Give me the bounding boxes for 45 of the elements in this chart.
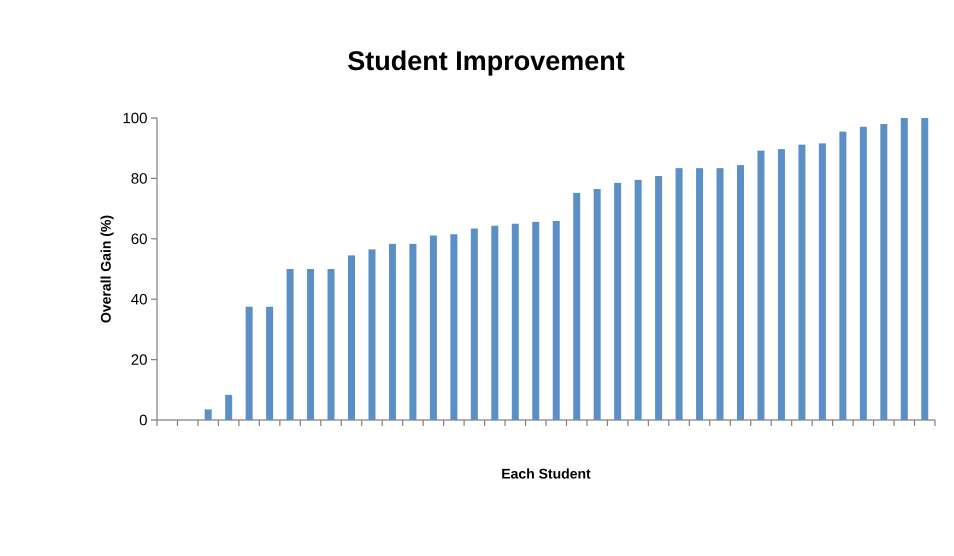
bar bbox=[696, 168, 704, 420]
bar bbox=[450, 234, 458, 420]
bar bbox=[757, 150, 764, 420]
bar bbox=[860, 126, 867, 420]
bar bbox=[470, 228, 478, 420]
bar bbox=[286, 268, 294, 420]
bar bbox=[676, 168, 683, 420]
y-tick-label: 40 bbox=[131, 294, 147, 304]
bar bbox=[328, 268, 335, 420]
bar bbox=[307, 268, 314, 420]
bar bbox=[552, 220, 560, 420]
y-tick-label: 20 bbox=[132, 354, 147, 365]
y-tick-label: 0 bbox=[140, 414, 147, 426]
bar bbox=[204, 409, 212, 420]
bar bbox=[491, 226, 498, 420]
bar bbox=[409, 244, 416, 420]
bar bbox=[532, 222, 540, 420]
chart-title: Student Improvement bbox=[348, 50, 624, 76]
bar bbox=[348, 255, 356, 420]
bar bbox=[614, 182, 622, 420]
bar bbox=[246, 306, 253, 420]
y-tick-label: 60 bbox=[132, 233, 147, 244]
bar bbox=[266, 306, 274, 420]
bar bbox=[594, 188, 601, 420]
bar bbox=[716, 168, 724, 420]
bar bbox=[778, 149, 785, 420]
bar bbox=[430, 235, 437, 420]
bar bbox=[737, 165, 744, 420]
bar bbox=[634, 180, 642, 420]
bar bbox=[921, 118, 928, 420]
bar bbox=[880, 124, 888, 420]
bar bbox=[573, 192, 580, 420]
bar bbox=[818, 143, 826, 420]
bar bbox=[798, 144, 806, 420]
bar bbox=[839, 132, 846, 420]
y-tick-label: 100 bbox=[124, 112, 147, 124]
bar bbox=[512, 224, 519, 420]
bar bbox=[655, 176, 662, 420]
bar bbox=[368, 249, 376, 420]
x-axis-title: Each Student bbox=[502, 468, 591, 479]
bar bbox=[388, 244, 396, 420]
y-tick-label: 80 bbox=[131, 173, 147, 184]
bar bbox=[900, 118, 908, 420]
y-axis-title: Overall Gain (%) bbox=[100, 216, 114, 322]
bar bbox=[225, 394, 232, 420]
